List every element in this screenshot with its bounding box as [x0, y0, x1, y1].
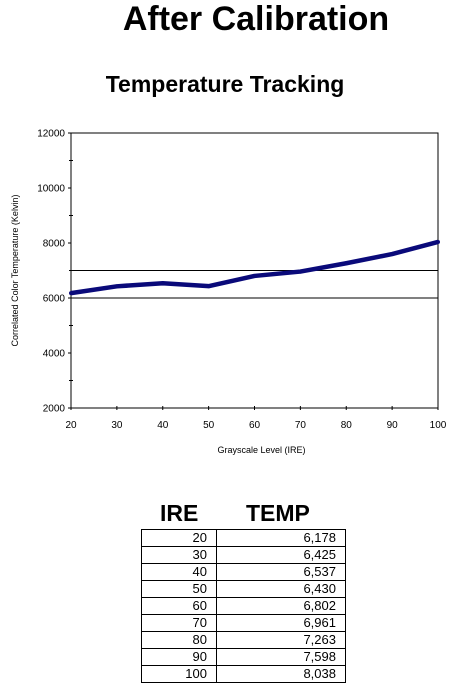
ire-cell: 60 [141, 597, 217, 615]
ire-cell: 70 [141, 614, 217, 632]
x-tick-label: 40 [157, 420, 169, 431]
temp-cell: 6,961 [216, 614, 346, 632]
x-tick-label: 60 [249, 420, 261, 431]
temp-cell: 8,038 [216, 665, 346, 683]
table-row: 40 6,537 [141, 563, 346, 581]
y-tick-label: 8000 [43, 239, 66, 250]
x-tick-label: 100 [430, 420, 447, 431]
ire-cell: 40 [141, 563, 217, 581]
data-point [69, 291, 73, 296]
table-row: 100 8,038 [141, 665, 346, 683]
ire-cell: 90 [141, 648, 217, 666]
temp-cell: 6,425 [216, 546, 346, 564]
temp-cell: 6,430 [216, 580, 346, 598]
x-axis-title: Grayscale Level (IRE) [217, 445, 305, 455]
ire-cell: 50 [141, 580, 217, 598]
ire-temp-table: 20 6,178 30 6,425 40 6,537 50 6,430 60 6,802 70 6,9… [141, 529, 346, 683]
table-row: 90 7,598 [141, 648, 346, 666]
table-row: 50 6,430 [141, 580, 346, 598]
x-tick-label: 70 [295, 420, 307, 431]
temp-cell: 7,263 [216, 631, 346, 649]
x-tick-label: 20 [65, 420, 77, 431]
data-point [436, 239, 440, 244]
data-point [344, 261, 349, 266]
y-tick-label: 2000 [43, 404, 66, 415]
data-point [206, 284, 211, 289]
ire-cell: 100 [141, 665, 217, 683]
table-row: 30 6,425 [141, 546, 346, 564]
table-row: 60 6,802 [141, 597, 346, 615]
temp-cell: 6,178 [216, 529, 346, 547]
data-point [390, 252, 395, 257]
data-point [298, 269, 303, 274]
table-header-temp: TEMP [246, 500, 310, 526]
table-row: 20 6,178 [141, 529, 346, 547]
table-header-ire: IRE [160, 500, 199, 526]
y-tick-label: 4000 [43, 349, 66, 360]
table-row: 80 7,263 [141, 631, 346, 649]
data-point [160, 281, 165, 286]
temp-cell: 7,598 [216, 648, 346, 666]
x-tick-label: 30 [111, 420, 123, 431]
ire-cell: 80 [141, 631, 217, 649]
ire-cell: 20 [141, 529, 217, 547]
series-line [70, 239, 439, 296]
x-tick-label: 80 [341, 420, 353, 431]
y-axis-title: Correlated Color Temperature (Kelvin) [10, 195, 20, 347]
temperature-tracking-chart: 2000 4000 6000 8000 10000 12000 20 30 40 50 60 70 80… [10, 129, 447, 456]
y-tick-label: 6000 [43, 294, 66, 305]
x-tick-label: 50 [203, 420, 215, 431]
chart-title: Temperature Tracking [105, 71, 345, 97]
y-tick-label: 12000 [37, 129, 65, 140]
data-point [252, 273, 257, 278]
y-tick-label: 10000 [37, 184, 65, 195]
table-row: 70 6,961 [141, 614, 346, 632]
page-title: After Calibration [122, 0, 390, 38]
ire-cell: 30 [141, 546, 217, 564]
temp-cell: 6,537 [216, 563, 346, 581]
data-point [114, 284, 119, 289]
x-tick-label: 90 [387, 420, 399, 431]
temp-cell: 6,802 [216, 597, 346, 615]
